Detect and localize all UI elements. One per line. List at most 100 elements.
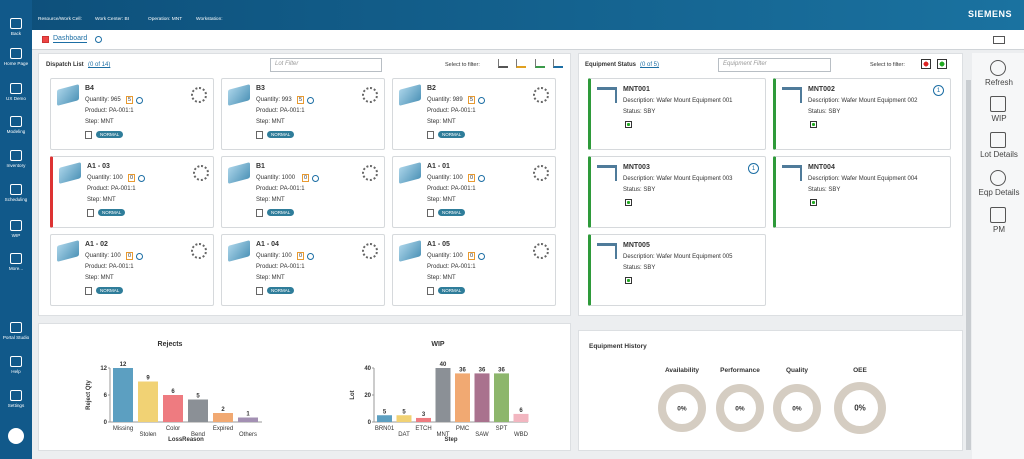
equipment-card[interactable]: MNT005 Description: Wafer Mount Equipment…: [588, 234, 766, 306]
lot-card[interactable]: A1 - 02 Quantity: 100 0 Product: PA-001:1 St…: [50, 234, 214, 306]
nav-label[interactable]: WIP: [11, 233, 21, 238]
tab-close[interactable]: [95, 36, 102, 43]
filter-label: Select to filter:: [445, 62, 480, 68]
tool-label[interactable]: PM: [993, 225, 1005, 234]
lot-count: 0: [468, 174, 476, 182]
lot-card[interactable]: B1 Quantity: 1000 0 Product: PA-001:1 Step: …: [221, 156, 385, 228]
lot-name: A1 - 05: [427, 241, 450, 248]
lot-status: NORMAL: [98, 209, 126, 216]
lot-card[interactable]: B2 Quantity: 989 5 Product: PA-001:1 Step: M…: [392, 78, 556, 150]
tool-label[interactable]: Refresh: [984, 78, 1013, 87]
equipment-description: Description: Wafer Mount Equipment 003: [623, 176, 733, 182]
nav-label[interactable]: Help: [11, 369, 21, 374]
lot-info-icon: [307, 97, 314, 104]
tool-icon[interactable]: [990, 207, 1006, 223]
filter-icon[interactable]: [516, 59, 526, 68]
panel-count[interactable]: (0 of 5): [640, 62, 660, 68]
tool-icon[interactable]: [990, 132, 1006, 148]
lot-status: NORMAL: [267, 209, 295, 216]
lot-name: B2: [427, 85, 436, 92]
lot-card[interactable]: A1 - 04 Quantity: 100 0 Product: PA-001:1 St…: [221, 234, 385, 306]
equipment-name: MNT005: [623, 242, 650, 249]
nav-icon[interactable]: [10, 83, 22, 94]
equipment-name: MNT004: [808, 164, 835, 171]
tool-label[interactable]: Lot Details: [980, 150, 1018, 159]
nav-icon[interactable]: [10, 18, 22, 29]
equipment-card[interactable]: MNT004 Description: Wafer Mount Equipment…: [773, 156, 951, 228]
lot-action-icon: [87, 209, 94, 217]
lot-step: Step: MNT: [427, 275, 456, 281]
filter-icon[interactable]: [535, 59, 545, 68]
lot-product: Product: PA-001:1: [85, 264, 134, 270]
nav-label[interactable]: Modeling: [6, 129, 26, 134]
lot-spinner: [533, 87, 549, 103]
crumb: Workstation:: [196, 17, 223, 22]
lot-product: Product: PA-001:1: [256, 186, 305, 192]
lot-name: A1 - 04: [256, 241, 279, 248]
lot-icon: [57, 84, 79, 106]
status-icon: [625, 199, 632, 206]
nav-label[interactable]: Portal Studio: [2, 335, 30, 340]
lot-filter[interactable]: Lot Filter: [270, 58, 382, 72]
lot-status: NORMAL: [438, 209, 466, 216]
nav-icon[interactable]: [10, 356, 22, 367]
lot-status: NORMAL: [438, 287, 466, 294]
mail-icon[interactable]: [993, 36, 1005, 44]
equipment-card[interactable]: MNT003 Description: Wafer Mount Equipment…: [588, 156, 766, 228]
equipment-card[interactable]: MNT001 Description: Wafer Mount Equipment…: [588, 78, 766, 150]
nav-label[interactable]: Scheduling: [4, 197, 28, 202]
filter-icon[interactable]: [937, 59, 947, 69]
equipment-filter[interactable]: Equipment Filter: [718, 58, 831, 72]
nav-label[interactable]: UX Demo: [6, 96, 26, 101]
crumb: Work Center: BI: [95, 17, 130, 22]
nav-icon[interactable]: [10, 150, 22, 161]
tool-icon[interactable]: [990, 96, 1006, 112]
lot-spinner: [533, 243, 549, 259]
lot-step: Step: MNT: [256, 119, 285, 125]
lot-card[interactable]: B4 Quantity: 965 5 Product: PA-001:1 Step: M…: [50, 78, 214, 150]
lot-info-icon: [307, 253, 314, 260]
lot-count: 0: [126, 252, 134, 260]
filter-icon[interactable]: [553, 59, 563, 68]
nav-icon[interactable]: [10, 322, 22, 333]
tool-label[interactable]: Eqp Details: [978, 188, 1020, 197]
nav-icon[interactable]: [10, 253, 22, 264]
nav-label[interactable]: Inventory: [6, 163, 26, 168]
lot-status: NORMAL: [96, 131, 124, 138]
tool-icon[interactable]: [990, 170, 1006, 186]
lot-icon: [228, 240, 250, 262]
nav-icon[interactable]: [10, 220, 22, 231]
lot-info-icon: [138, 175, 145, 182]
nav-icon[interactable]: [10, 48, 22, 59]
lot-card[interactable]: B3 Quantity: 993 5 Product: PA-001:1 Step: M…: [221, 78, 385, 150]
avatar[interactable]: [8, 428, 24, 444]
tool-label[interactable]: WIP: [991, 114, 1007, 123]
charts-panel: [38, 323, 571, 451]
equipment-icon: [597, 243, 617, 259]
lot-quantity: Quantity: 100: [85, 253, 121, 259]
lot-card[interactable]: A1 - 05 Quantity: 100 0 Product: PA-001:1 St…: [392, 234, 556, 306]
tool-icon[interactable]: [990, 60, 1006, 76]
nav-label[interactable]: More...: [8, 266, 24, 271]
lot-status: NORMAL: [267, 131, 295, 138]
equipment-name: MNT003: [623, 164, 650, 171]
lot-step: Step: MNT: [256, 275, 285, 281]
panel-count[interactable]: (0 of 14): [88, 62, 111, 68]
lot-spinner: [362, 165, 378, 181]
tab[interactable]: Dashboard: [53, 35, 88, 43]
nav-label[interactable]: Settings: [7, 403, 25, 408]
lot-card[interactable]: A1 - 03 Quantity: 100 0 Product: PA-001:1 St…: [50, 156, 214, 228]
equipment-card[interactable]: MNT002 Description: Wafer Mount Equipment…: [773, 78, 951, 150]
nav-icon[interactable]: [10, 116, 22, 127]
filter-icon[interactable]: [498, 59, 508, 68]
nav-icon[interactable]: [10, 184, 22, 195]
lot-quantity: Quantity: 100: [87, 175, 123, 181]
lot-name: B1: [256, 163, 265, 170]
nav-icon[interactable]: [10, 390, 22, 401]
nav-label[interactable]: Back: [10, 31, 22, 36]
lot-card[interactable]: A1 - 01 Quantity: 100 0 Product: PA-001:1 St…: [392, 156, 556, 228]
lot-action-icon: [427, 131, 434, 139]
filter-icon[interactable]: [921, 59, 931, 69]
nav-label[interactable]: Home Page: [3, 61, 29, 66]
